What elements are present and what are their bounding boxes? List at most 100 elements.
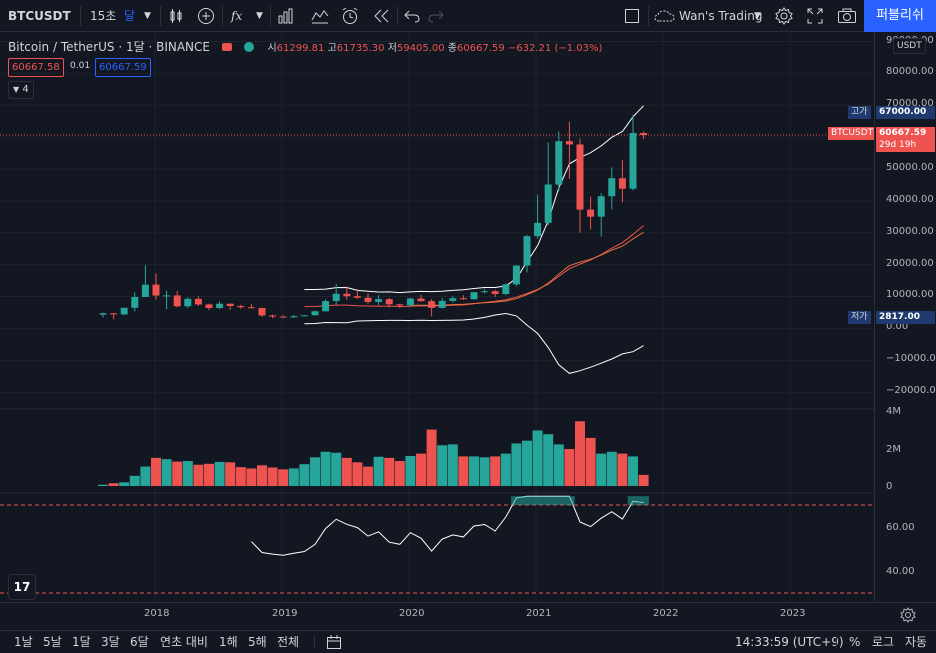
market-status-icon: [243, 42, 254, 52]
volume-bar: [522, 440, 532, 486]
templates-icon[interactable]: [311, 8, 329, 24]
log-scale-button[interactable]: 로그: [872, 635, 895, 649]
range-1y-button[interactable]: 1해: [219, 635, 238, 649]
toolbar-divider: [397, 6, 398, 26]
clock-timezone[interactable]: 14:33:59 (UTC+9): [735, 635, 844, 649]
snapshot-camera-icon[interactable]: [837, 8, 857, 24]
volume-bar: [564, 449, 575, 486]
candle-body: [523, 236, 531, 266]
layout-chevron-down-icon[interactable]: ▼: [754, 11, 761, 21]
rsi-axis-tick: 40.00: [886, 566, 915, 577]
bottom-divider: [836, 635, 837, 649]
add-compare-icon[interactable]: [197, 7, 215, 25]
candle-body: [417, 298, 425, 302]
range-all-button[interactable]: 전체: [277, 635, 300, 649]
price-axis-tick: 70000.00: [886, 98, 934, 110]
toolbar-divider: [648, 6, 649, 26]
replay-icon[interactable]: [373, 9, 391, 23]
tradingview-logo-icon[interactable]: 17: [8, 574, 36, 600]
price-axis[interactable]: [874, 32, 936, 602]
candle-body: [247, 307, 255, 309]
candle-body: [502, 284, 510, 295]
fullscreen-frame-icon[interactable]: [624, 8, 640, 24]
volume-bar: [320, 451, 331, 486]
layout-name-button[interactable]: Wan's Trading: [679, 9, 763, 23]
close-value: 60667.59: [457, 43, 505, 54]
volume-bar: [246, 468, 257, 486]
candle-body: [141, 284, 149, 297]
volume-bar: [331, 452, 342, 486]
indicators-toggle-button[interactable]: ▼ 4: [8, 81, 34, 99]
volume-bar: [341, 457, 352, 486]
bottom-toolbar: 1날 5날 1달 3달 6달 연초 대비 1해 5해 전체 14:33:59 (…: [0, 630, 936, 652]
volume-bar: [606, 451, 617, 486]
volume-bar: [447, 444, 458, 486]
undo-icon[interactable]: [404, 9, 420, 23]
volume-bar: [479, 457, 490, 486]
candle-body: [406, 298, 414, 306]
candle-body: [216, 303, 224, 308]
toolbar-divider: [222, 6, 223, 26]
candle-body: [544, 184, 552, 223]
alert-clock-icon[interactable]: [341, 7, 359, 25]
candle-body: [587, 209, 595, 217]
time-axis-settings-gear-icon[interactable]: [900, 607, 916, 623]
range-ytd-button[interactable]: 연초 대비: [160, 635, 208, 649]
settings-gear-icon[interactable]: [775, 7, 793, 25]
price-axis-tick: 40000.00: [886, 193, 934, 205]
high-value: 61735.30: [336, 43, 385, 54]
volume-bar: [204, 463, 214, 486]
range-3m-button[interactable]: 3달: [101, 635, 120, 649]
interval-seconds-button[interactable]: 15초: [90, 9, 117, 23]
fullscreen-icon[interactable]: [807, 8, 823, 24]
range-5y-button[interactable]: 5해: [248, 635, 267, 649]
bollinger-upper-line: [304, 105, 644, 294]
candle-body: [322, 301, 330, 312]
volume-bar: [416, 453, 426, 486]
currency-label[interactable]: USDT: [893, 38, 926, 54]
candle-body: [279, 316, 287, 318]
time-axis-tick: 2020: [399, 608, 425, 619]
publish-button[interactable]: 퍼블리쉬: [864, 0, 936, 32]
range-6m-button[interactable]: 6달: [130, 635, 149, 649]
volume-bar: [140, 466, 151, 486]
buy-price-box[interactable]: 60667.59: [95, 58, 151, 77]
bottom-divider: [314, 635, 315, 649]
chart-pane[interactable]: [0, 32, 874, 602]
sell-price-box[interactable]: 60667.58: [8, 58, 64, 77]
candle-body: [184, 298, 192, 307]
range-1m-button[interactable]: 1달: [72, 635, 91, 649]
candles-style-icon[interactable]: [168, 8, 184, 24]
range-5d-button[interactable]: 5날: [43, 635, 62, 649]
redo-icon[interactable]: [428, 9, 444, 23]
percent-scale-button[interactable]: %: [849, 635, 861, 649]
last-price-tag: 60667.59: [876, 127, 935, 140]
rsi-overbought-fill: [553, 496, 565, 505]
rsi-overbought-fill: [564, 496, 575, 505]
rsi-line: [251, 495, 644, 556]
time-axis-tick: 2022: [653, 608, 679, 619]
low-value: 59405.00: [396, 43, 445, 54]
candle-body: [258, 308, 266, 316]
symbol-search-button[interactable]: BTCUSDT: [8, 9, 71, 23]
candle-body: [565, 141, 573, 145]
change-value: −632.21 (−1.03%): [507, 43, 603, 54]
range-1d-button[interactable]: 1날: [14, 635, 33, 649]
interval-month-button[interactable]: 달: [124, 9, 136, 23]
time-axis[interactable]: [0, 602, 936, 630]
candle-body: [481, 291, 489, 293]
candle-body: [173, 295, 181, 307]
flag-icon[interactable]: [221, 43, 232, 51]
legend-title[interactable]: Bitcoin / TetherUS · 1달 · BINANCE: [8, 40, 210, 54]
volume-bar: [500, 453, 511, 486]
indicators-count: 4: [22, 84, 29, 95]
candle-body: [343, 293, 351, 297]
indicators-fx-icon[interactable]: fx: [231, 9, 243, 23]
volume-bar: [575, 421, 585, 486]
candle-body: [226, 303, 234, 306]
auto-scale-button[interactable]: 자동: [905, 635, 928, 649]
date-range-calendar-icon[interactable]: [326, 634, 342, 650]
financials-icon[interactable]: [278, 8, 294, 24]
interval-chevron-down-icon[interactable]: ▼: [144, 11, 151, 21]
indicators-chevron-down-icon[interactable]: ▼: [256, 11, 263, 21]
